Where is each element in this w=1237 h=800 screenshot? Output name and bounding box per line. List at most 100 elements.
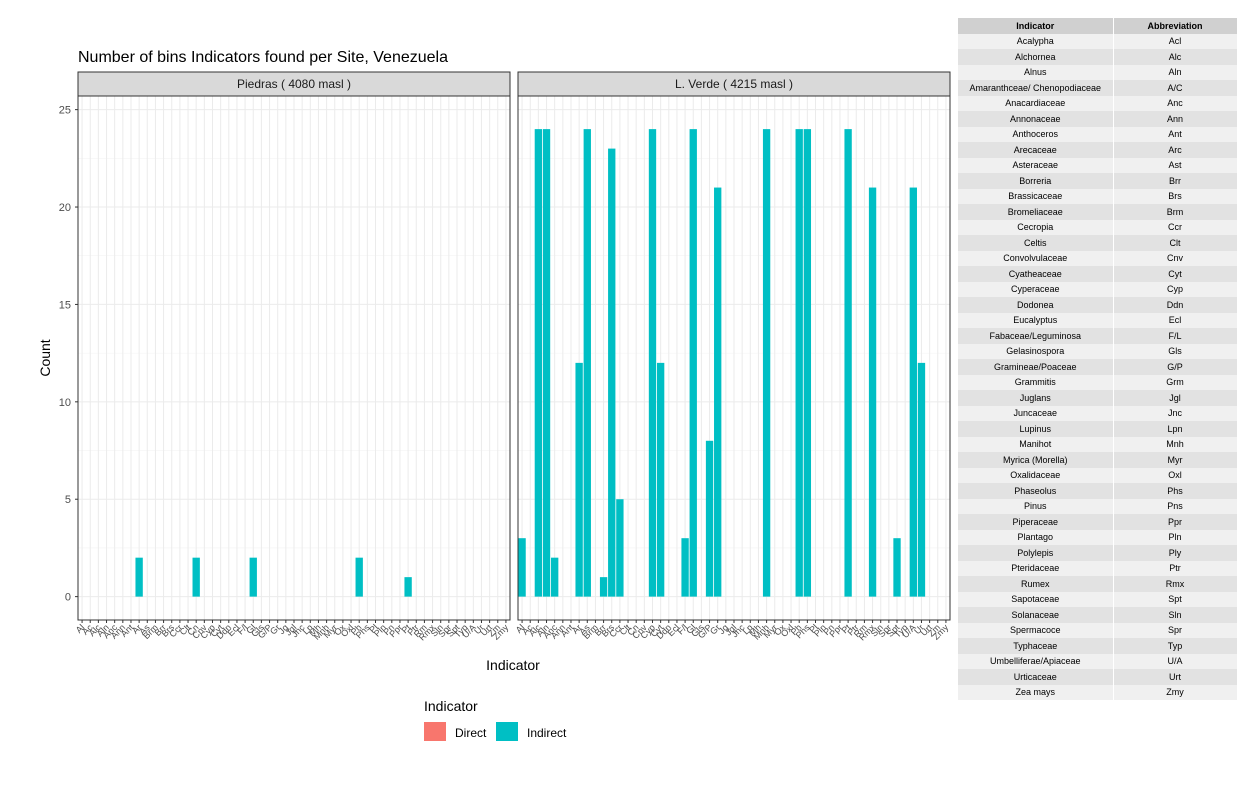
table-row: Solanaceae Sln	[958, 607, 1237, 623]
table-cell-abbreviation: Ddn	[1113, 297, 1237, 313]
table-row: Zea mays Zmy	[958, 684, 1237, 700]
table-cell-indicator: Anacardiaceae	[958, 95, 1114, 111]
table-row: Gramineae/Poaceae G/P	[958, 359, 1237, 375]
facet-strip-label: L. Verde ( 4215 masl )	[675, 77, 793, 91]
table-cell-indicator: Arecaceae	[958, 142, 1114, 158]
y-tick-label: 0	[65, 592, 71, 604]
table-cell-indicator: Rumex	[958, 576, 1114, 592]
panel-1: Piedras ( 4080 masl )AlAcAlcAlnAncAnnAnt…	[74, 71, 511, 642]
table-cell-indicator: Fabaceae/Leguminosa	[958, 328, 1114, 344]
table-cell-abbreviation: Brr	[1113, 173, 1237, 189]
legend-label-indirect: Indirect	[527, 726, 567, 740]
table-cell-abbreviation: Pns	[1113, 498, 1237, 514]
bar-Brs	[608, 148, 616, 597]
table-cell-indicator: Piperaceae	[958, 514, 1114, 530]
bar-Alc	[534, 129, 543, 597]
table-cell-indicator: Oxalidaceae	[958, 467, 1114, 483]
table-cell-abbreviation: U/A	[1113, 653, 1237, 669]
table-cell-abbreviation: Typ	[1113, 638, 1237, 654]
table-row: Pteridaceae Ptr	[958, 560, 1237, 576]
table-row: Juglans Jgl	[958, 390, 1237, 406]
table-cell-abbreviation: Phs	[1113, 483, 1237, 499]
chart-title: Number of bins Indicators found per Site…	[78, 49, 448, 66]
table-cell-abbreviation: Ast	[1113, 157, 1237, 173]
table-row: Pinus Pns	[958, 498, 1237, 514]
legend-entries: Direct Indirect	[424, 722, 567, 741]
table-cell-indicator: Solanaceae	[958, 607, 1114, 623]
y-tick-label: 15	[59, 299, 71, 311]
table-cell-abbreviation: Alc	[1113, 49, 1237, 65]
table-row: Umbelliferae/Apiaceae U/A	[958, 653, 1237, 669]
table-cell-indicator: Lupinus	[958, 421, 1114, 437]
bar-Cyt	[656, 362, 665, 597]
facet-strip	[517, 71, 951, 97]
table-cell-indicator: Sapotaceae	[958, 591, 1114, 607]
table-cell-indicator: Bromeliaceae	[958, 204, 1114, 220]
bar-Cyp	[648, 129, 657, 597]
table-cell-abbreviation: Anc	[1113, 95, 1237, 111]
table-cell-abbreviation: Jnc	[1113, 405, 1237, 421]
legend-title: Indicator	[424, 698, 478, 714]
table-row: Manihot Mnh	[958, 436, 1237, 452]
table-cell-abbreviation: Pln	[1113, 529, 1237, 545]
table-cell-abbreviation: Zmy	[1113, 684, 1237, 700]
table-cell-abbreviation: Jgl	[1113, 390, 1237, 406]
table-cell-abbreviation: G/P	[1113, 359, 1237, 375]
table-cell-abbreviation: Mnh	[1113, 436, 1237, 452]
table-row: Lupinus Lpn	[958, 421, 1237, 437]
table-row: Urticaceae Urt	[958, 669, 1237, 685]
table-cell-indicator: Gramineae/Poaceae	[958, 359, 1114, 375]
table-cell-indicator: Brassicaceae	[958, 188, 1114, 204]
table-row: Amaranthceae/ Chenopodiaceae A/C	[958, 80, 1237, 96]
table-cell-abbreviation: Rmx	[1113, 576, 1237, 592]
table-cell-indicator: Convolvulaceae	[958, 250, 1114, 266]
bar-As	[583, 129, 591, 597]
bar-U-A	[909, 187, 917, 597]
table-cell-abbreviation: Lpn	[1113, 421, 1237, 437]
table-row: Oxalidaceae Oxl	[958, 467, 1237, 483]
table-cell-abbreviation: Ppr	[1113, 514, 1237, 530]
table-header-row: Indicator Abbreviation	[958, 18, 1237, 34]
table-row: Typhaceae Typ	[958, 638, 1237, 654]
table-row: Cyperaceae Cyp	[958, 281, 1237, 297]
table-row: Eucalyptus Ecl	[958, 312, 1237, 328]
bar-Gl	[249, 557, 257, 597]
table-cell-abbreviation: Brm	[1113, 204, 1237, 220]
legend-label-direct: Direct	[455, 726, 487, 740]
table-row: Piperaceae Ppr	[958, 514, 1237, 530]
table-cell-abbreviation: Spt	[1113, 591, 1237, 607]
table-row: Cecropia Ccr	[958, 219, 1237, 235]
table-cell-indicator: Typhaceae	[958, 638, 1114, 654]
y-axis-label: Count	[37, 339, 53, 376]
table-cell-abbreviation: Urt	[1113, 669, 1237, 685]
table-cell-indicator: Annonaceae	[958, 111, 1114, 127]
bar-Anc	[551, 557, 559, 597]
y-axis: 0 5 10 15 20 25	[59, 105, 78, 604]
table-cell-indicator: Plantago	[958, 529, 1114, 545]
x-axis-label: Indicator	[486, 657, 540, 673]
table-row: Annonaceae Ann	[958, 111, 1237, 127]
table-row: Asteraceae Ast	[958, 157, 1237, 173]
table-cell-indicator: Pinus	[958, 498, 1114, 514]
table-row: Fabaceae/Leguminosa F/L	[958, 328, 1237, 344]
table-cell-abbreviation: Cyt	[1113, 266, 1237, 282]
table-cell-indicator: Phaseolus	[958, 483, 1114, 499]
table-row: Gelasinospora Gls	[958, 343, 1237, 359]
table-cell-abbreviation: Aln	[1113, 64, 1237, 80]
bar-Mnh	[762, 129, 771, 597]
facet-strip-label: Piedras ( 4080 masl )	[237, 77, 351, 91]
chart-panels: Piedras ( 4080 masl )AlAcAlcAlnAncAnnAnt…	[74, 71, 951, 642]
table-cell-indicator: Umbelliferae/Apiaceae	[958, 653, 1114, 669]
table-cell-abbreviation: Ptr	[1113, 560, 1237, 576]
bar-Al	[518, 538, 526, 597]
table-cell-abbreviation: Spr	[1113, 622, 1237, 638]
bar-Spt	[893, 538, 901, 597]
table-cell-abbreviation: Ecl	[1113, 312, 1237, 328]
table-cell-indicator: Borreria	[958, 173, 1114, 189]
table-row: Dodonea Ddn	[958, 297, 1237, 313]
table-row: Juncaceae Jnc	[958, 405, 1237, 421]
table-header-indicator: Indicator	[958, 18, 1114, 34]
panel-2: L. Verde ( 4215 masl )AlAcAlcAlnAncAnnAn…	[514, 71, 951, 642]
table-cell-indicator: Juncaceae	[958, 405, 1114, 421]
